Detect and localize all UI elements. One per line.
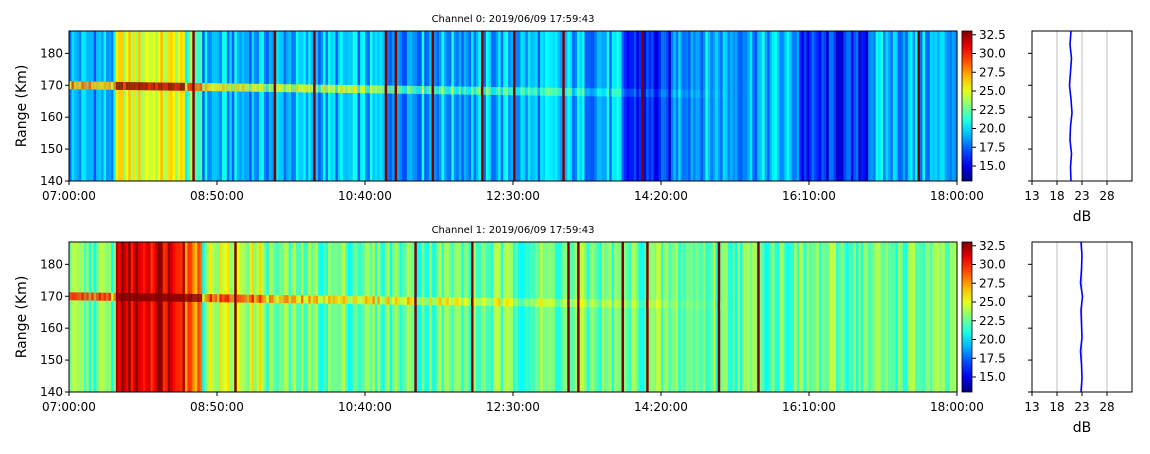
x-tick-label: 10:40:00 <box>338 189 392 203</box>
colorbar-tick-label: 27.5 <box>979 276 1006 290</box>
colorbar-tick-label: 25.0 <box>979 84 1006 98</box>
chart-panel-1: Channel 1: 2019/06/09 17:59:43 140 150 160 1… <box>14 225 1133 436</box>
x-tick-label: 16:10:00 <box>782 189 836 203</box>
colorbar-tick-label: 27.5 <box>979 65 1006 79</box>
x-tick-label: 18:00:00 <box>930 400 984 414</box>
y-tick-label: 150 <box>40 142 63 156</box>
y-tick-label: 160 <box>40 110 63 124</box>
colorbar-tick-label: 25.0 <box>979 295 1006 309</box>
chart-title: Channel 0: 2019/06/09 17:59:43 <box>432 14 595 25</box>
y-tick-label: 140 <box>40 174 63 188</box>
y-tick-label: 180 <box>40 46 63 60</box>
x-tick-label: 18:00:00 <box>930 189 984 203</box>
profile-x-tick-label: 18 <box>1049 400 1064 414</box>
y-axis-label: Range (Km) <box>14 65 30 148</box>
x-tick-label: 14:20:00 <box>634 189 688 203</box>
colorbar-tick-label: 32.5 <box>979 28 1006 42</box>
colorbar-tick-label: 32.5 <box>979 239 1006 253</box>
x-tick-label: 07:00:00 <box>42 400 96 414</box>
profile-line <box>1079 241 1084 393</box>
profile-x-tick-label: 23 <box>1074 189 1089 203</box>
colorbar-tick-label: 20.0 <box>979 333 1006 347</box>
profile-x-axis-label: dB <box>1073 209 1092 225</box>
y-tick-label: 170 <box>40 78 63 92</box>
x-tick-label: 12:30:00 <box>486 400 540 414</box>
colorbar <box>961 30 973 182</box>
profile-x-tick-label: 13 <box>1024 189 1039 203</box>
colorbar-tick-label: 30.0 <box>979 258 1006 272</box>
colorbar-tick-label: 22.5 <box>979 103 1006 117</box>
x-tick-label: 12:30:00 <box>486 189 540 203</box>
profile-x-tick-label: 23 <box>1074 400 1089 414</box>
profile-line <box>1068 30 1073 182</box>
y-tick-label: 160 <box>40 321 63 335</box>
heatmap-image <box>69 31 958 181</box>
profile-x-tick-label: 28 <box>1099 400 1114 414</box>
colorbar-tick-label: 17.5 <box>979 140 1006 154</box>
x-tick-label: 08:50:00 <box>190 400 244 414</box>
x-tick-label: 16:10:00 <box>782 400 836 414</box>
y-tick-label: 150 <box>40 353 63 367</box>
chart-panel-0: Channel 0: 2019/06/09 17:59:43 140 150 160 1… <box>14 14 1133 225</box>
profile-x-tick-label: 18 <box>1049 189 1064 203</box>
colorbar-tick-label: 30.0 <box>979 47 1006 61</box>
profile-x-tick-label: 13 <box>1024 400 1039 414</box>
colorbar-tick-label: 22.5 <box>979 314 1006 328</box>
x-tick-label: 10:40:00 <box>338 400 392 414</box>
profile-x-axis-label: dB <box>1073 420 1092 436</box>
y-tick-label: 170 <box>40 289 63 303</box>
y-tick-label: 180 <box>40 257 63 271</box>
y-axis-label: Range (Km) <box>14 276 30 359</box>
colorbar-tick-label: 15.0 <box>979 370 1006 384</box>
y-tick-label: 140 <box>40 385 63 399</box>
colorbar-tick-label: 17.5 <box>979 351 1006 365</box>
heatmap-image <box>69 242 958 392</box>
chart-title: Channel 1: 2019/06/09 17:59:43 <box>432 225 595 236</box>
x-tick-label: 14:20:00 <box>634 400 688 414</box>
x-tick-label: 07:00:00 <box>42 189 96 203</box>
profile-x-tick-label: 28 <box>1099 189 1114 203</box>
x-tick-label: 08:50:00 <box>190 189 244 203</box>
colorbar <box>961 241 973 393</box>
colorbar-tick-label: 20.0 <box>979 122 1006 136</box>
colorbar-tick-label: 15.0 <box>979 159 1006 173</box>
